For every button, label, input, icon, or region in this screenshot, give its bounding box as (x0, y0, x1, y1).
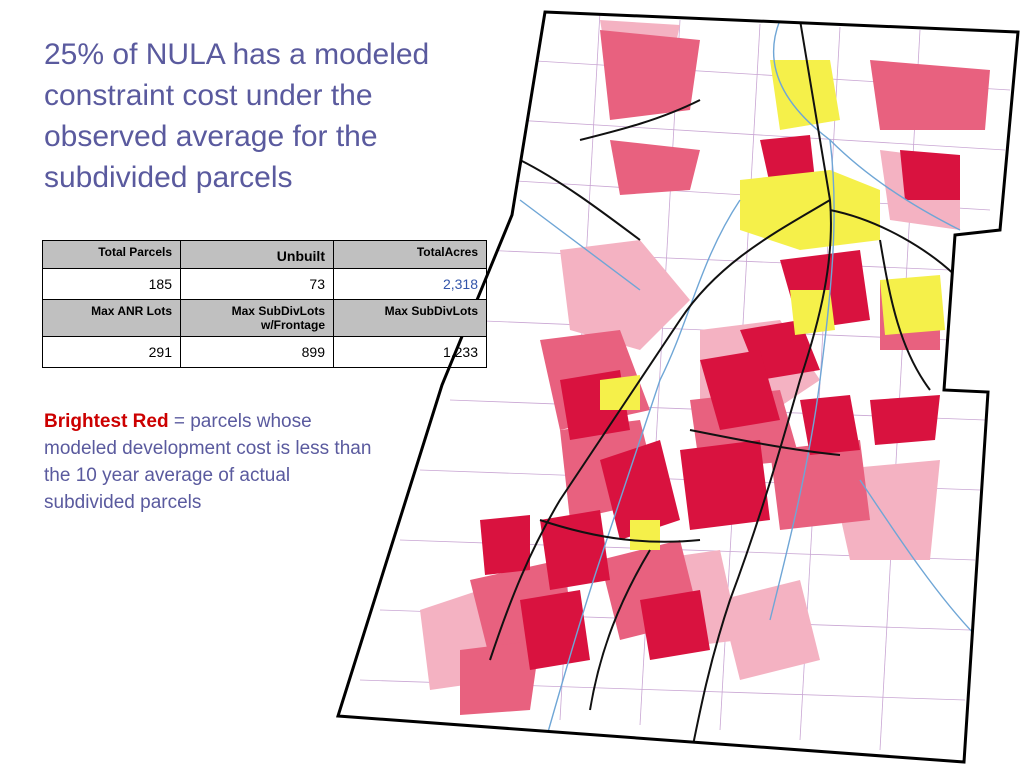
header-max-subdivlots-frontage: Max SubDivLots w/Frontage (180, 299, 334, 337)
legend-description: = parcels whose modeled development cost… (44, 411, 372, 513)
table-header-row: Max ANR Lots Max SubDivLots w/Frontage M… (42, 299, 487, 337)
legend-note: Brightest Red = parcels whose modeled de… (44, 408, 379, 516)
header-total-parcels: Total Parcels (42, 240, 181, 269)
value-max-anr-lots: 291 (42, 336, 181, 368)
value-max-subdivlots: 1,233 (333, 336, 487, 368)
value-total-acres: 2,318 (333, 268, 487, 300)
header-max-anr-lots: Max ANR Lots (42, 299, 181, 337)
roads (489, 19, 961, 761)
header-total-acres: TotalAcres (333, 240, 487, 269)
header-max-subdivlots: Max SubDivLots (333, 299, 487, 337)
table-row: 291 899 1,233 (42, 336, 487, 368)
value-unbuilt: 73 (180, 268, 334, 300)
streams (519, 19, 981, 761)
legend-highlight: Brightest Red (44, 411, 169, 432)
value-max-subdivlots-frontage: 899 (180, 336, 334, 368)
parcel-stats-table: Total Parcels Unbuilt TotalAcres 185 73 … (42, 240, 487, 368)
table-row: 185 73 2,318 (42, 268, 487, 300)
value-total-parcels: 185 (42, 268, 181, 300)
slide-title: 25% of NULA has a modeled constraint cos… (44, 38, 430, 194)
table-header-row: Total Parcels Unbuilt TotalAcres (42, 240, 487, 269)
header-unbuilt: Unbuilt (180, 240, 334, 269)
